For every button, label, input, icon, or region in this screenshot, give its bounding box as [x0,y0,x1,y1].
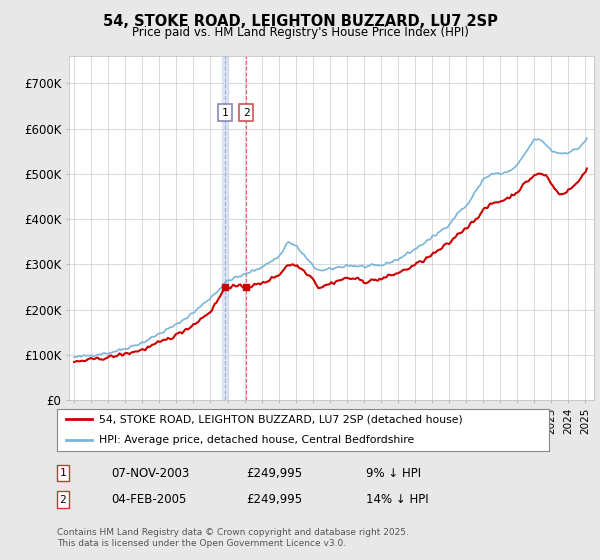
Text: 07-NOV-2003: 07-NOV-2003 [111,466,189,480]
Text: 9% ↓ HPI: 9% ↓ HPI [366,466,421,480]
Text: £249,995: £249,995 [246,493,302,506]
Text: 04-FEB-2005: 04-FEB-2005 [111,493,187,506]
Text: 54, STOKE ROAD, LEIGHTON BUZZARD, LU7 2SP (detached house): 54, STOKE ROAD, LEIGHTON BUZZARD, LU7 2S… [99,414,463,424]
Text: 14% ↓ HPI: 14% ↓ HPI [366,493,428,506]
Text: 1: 1 [221,108,229,118]
Text: 1: 1 [59,468,67,478]
Text: 2: 2 [243,108,250,118]
Text: 2: 2 [59,494,67,505]
Text: 54, STOKE ROAD, LEIGHTON BUZZARD, LU7 2SP: 54, STOKE ROAD, LEIGHTON BUZZARD, LU7 2S… [103,14,497,29]
Text: Contains HM Land Registry data © Crown copyright and database right 2025.
This d: Contains HM Land Registry data © Crown c… [57,528,409,548]
Bar [223,56,227,400]
Text: HPI: Average price, detached house, Central Bedfordshire: HPI: Average price, detached house, Cent… [99,435,414,445]
Text: Price paid vs. HM Land Registry's House Price Index (HPI): Price paid vs. HM Land Registry's House … [131,26,469,39]
Text: £249,995: £249,995 [246,466,302,480]
